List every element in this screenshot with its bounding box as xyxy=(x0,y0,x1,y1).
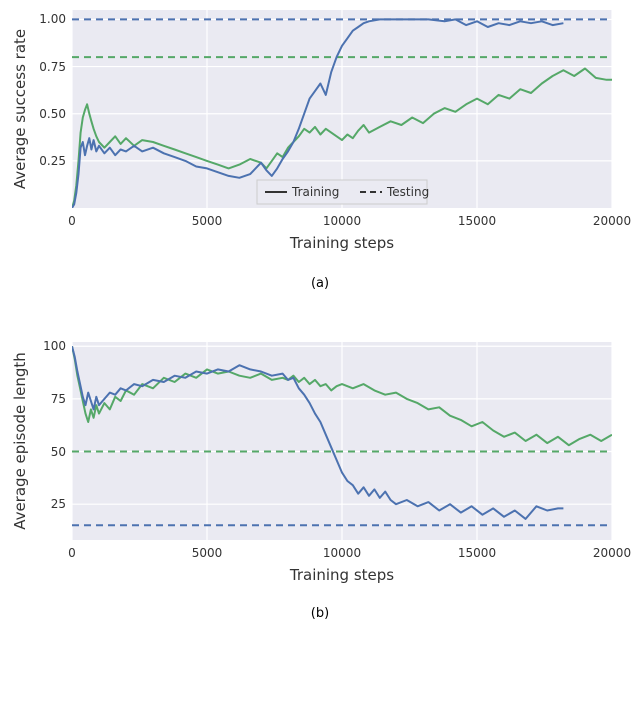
y-tick-label: 50 xyxy=(51,445,66,459)
x-tick-label: 0 xyxy=(68,546,76,560)
chart-plot-area: Training Testing xyxy=(72,10,612,208)
figure-container: Training Testing 0 5000 10000 15000 20000 0.25 0… xyxy=(0,0,640,707)
x-tick-label: 5000 xyxy=(192,546,223,560)
x-tick-label: 20000 xyxy=(593,214,631,228)
chart-svg xyxy=(72,342,612,540)
y-tick-label: 25 xyxy=(51,497,66,511)
y-tick-label: 100 xyxy=(43,339,66,353)
y-axis-label: Average success rate xyxy=(11,29,29,189)
x-tick-label: 15000 xyxy=(458,546,496,560)
subplot-caption: (a) xyxy=(0,276,640,291)
y-tick-label: 1.00 xyxy=(39,12,66,26)
x-tick-label: 10000 xyxy=(323,546,361,560)
series-line-training xyxy=(72,346,563,519)
y-tick-label: 75 xyxy=(51,392,66,406)
y-tick-label: 0.75 xyxy=(39,60,66,74)
legend-label: Testing xyxy=(386,185,429,199)
x-tick-label: 0 xyxy=(68,214,76,228)
y-tick-label: 0.50 xyxy=(39,107,66,121)
x-tick-label: 10000 xyxy=(323,214,361,228)
x-tick-label: 20000 xyxy=(593,546,631,560)
x-axis-label: Training steps xyxy=(290,566,394,584)
legend-label: Training xyxy=(291,185,339,199)
y-axis-label: Average episode length xyxy=(11,352,29,530)
y-tick-label: 0.25 xyxy=(39,154,66,168)
x-axis-label: Training steps xyxy=(290,234,394,252)
subplot-caption: (b) xyxy=(0,606,640,621)
x-tick-label: 5000 xyxy=(192,214,223,228)
chart-plot-area xyxy=(72,342,612,540)
x-tick-label: 15000 xyxy=(458,214,496,228)
chart-svg: Training Testing xyxy=(72,10,612,208)
